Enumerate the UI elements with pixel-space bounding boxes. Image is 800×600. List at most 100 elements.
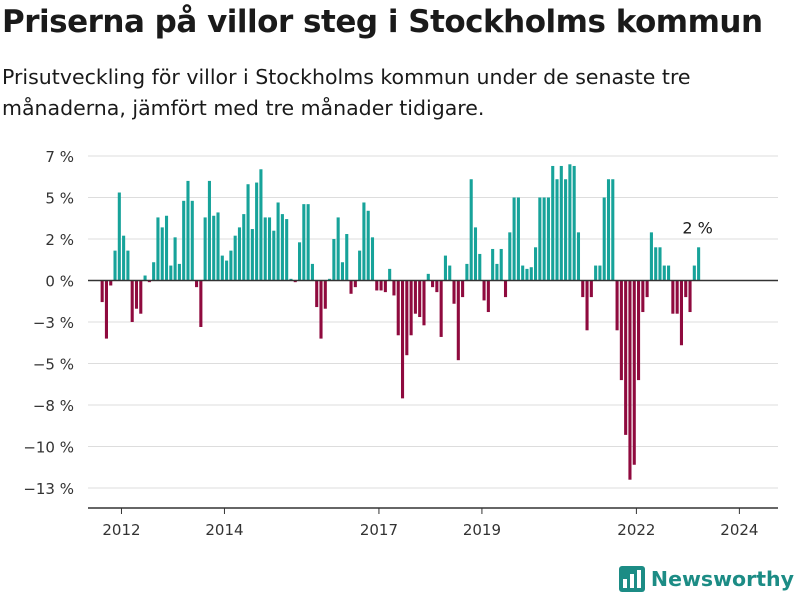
bar xyxy=(345,234,349,281)
bar xyxy=(242,214,246,281)
bar xyxy=(675,280,679,314)
bar xyxy=(109,280,113,286)
bar xyxy=(353,280,357,288)
bar xyxy=(143,275,147,281)
bar xyxy=(542,197,546,281)
bar xyxy=(263,217,267,281)
y-axis-labels: 7 % 5 % 2 % 0 % −3 % −5 % −8 % −10 % −13 % xyxy=(23,148,74,498)
y-tick-label: −8 % xyxy=(33,397,74,415)
bar xyxy=(302,204,306,281)
bar xyxy=(164,215,169,281)
bar xyxy=(611,179,615,281)
bars xyxy=(100,164,701,480)
bar xyxy=(606,179,611,281)
bar xyxy=(203,217,207,281)
y-tick-label: −13 % xyxy=(23,480,74,498)
bar xyxy=(637,280,641,381)
y-tick-label: 0 % xyxy=(45,273,74,291)
bar xyxy=(396,280,400,336)
bar xyxy=(225,260,229,281)
bar xyxy=(658,247,662,281)
bar xyxy=(512,197,516,281)
bar xyxy=(306,204,310,281)
y-tick-label: 5 % xyxy=(45,190,74,208)
bar xyxy=(448,265,452,281)
bar xyxy=(667,265,671,281)
bar xyxy=(615,280,619,331)
bar xyxy=(692,265,696,281)
bar xyxy=(422,280,426,326)
bar xyxy=(418,280,422,318)
bar xyxy=(409,280,413,336)
x-axis-labels: 2012 2014 2017 2019 2022 2024 xyxy=(102,508,758,539)
bar xyxy=(177,263,181,281)
bar xyxy=(182,200,186,281)
bar xyxy=(632,280,636,465)
bar xyxy=(413,280,417,314)
bar xyxy=(679,280,683,346)
bar xyxy=(688,280,692,313)
bar xyxy=(315,280,319,308)
bar xyxy=(555,179,559,281)
x-tick-label: 2017 xyxy=(360,521,398,539)
bar xyxy=(152,262,156,281)
grid-lines xyxy=(88,155,778,489)
bar xyxy=(370,237,375,281)
bar xyxy=(340,262,344,281)
bar xyxy=(328,278,332,281)
bar xyxy=(134,280,139,309)
bar xyxy=(298,242,302,281)
bar xyxy=(173,237,177,281)
bar xyxy=(310,263,314,281)
bar xyxy=(568,164,572,281)
y-tick-label: 7 % xyxy=(45,148,74,166)
bar xyxy=(285,219,289,281)
bar xyxy=(139,280,143,314)
bar xyxy=(486,280,490,313)
bar xyxy=(229,250,233,281)
bar xyxy=(267,217,272,281)
bar xyxy=(641,280,645,313)
bar xyxy=(572,165,576,281)
bar xyxy=(156,217,160,281)
bar xyxy=(598,265,602,281)
bar xyxy=(529,267,533,281)
bar xyxy=(100,280,104,303)
bar xyxy=(546,197,550,281)
newsworthy-logo: Newsworthy xyxy=(618,566,794,592)
bar xyxy=(186,180,190,281)
chart-title: Priserna på villor steg i Stockholms kom… xyxy=(2,4,763,40)
bar xyxy=(237,227,242,281)
bar xyxy=(126,250,130,281)
bar xyxy=(293,280,297,283)
bar xyxy=(199,280,203,327)
bar xyxy=(443,255,447,281)
bar xyxy=(499,248,503,281)
bar xyxy=(272,230,276,281)
bar xyxy=(461,280,465,298)
bar xyxy=(104,280,108,339)
bar xyxy=(602,197,606,281)
bar xyxy=(220,255,224,281)
bar xyxy=(280,214,284,281)
bar xyxy=(250,229,254,281)
bar xyxy=(435,280,439,293)
bar xyxy=(212,215,216,281)
bar xyxy=(400,280,405,399)
bar xyxy=(259,169,263,281)
bar xyxy=(117,192,121,281)
bar xyxy=(452,280,456,304)
brand-name: Newsworthy xyxy=(650,567,794,591)
bar xyxy=(495,263,499,281)
bar xyxy=(559,165,563,281)
bar xyxy=(576,232,581,281)
bar xyxy=(113,250,117,281)
x-tick-label: 2019 xyxy=(463,521,501,539)
bar xyxy=(628,280,632,480)
bar xyxy=(654,247,658,281)
bar xyxy=(662,265,666,281)
bar xyxy=(439,280,443,337)
bar xyxy=(319,280,323,339)
bar xyxy=(456,280,460,361)
